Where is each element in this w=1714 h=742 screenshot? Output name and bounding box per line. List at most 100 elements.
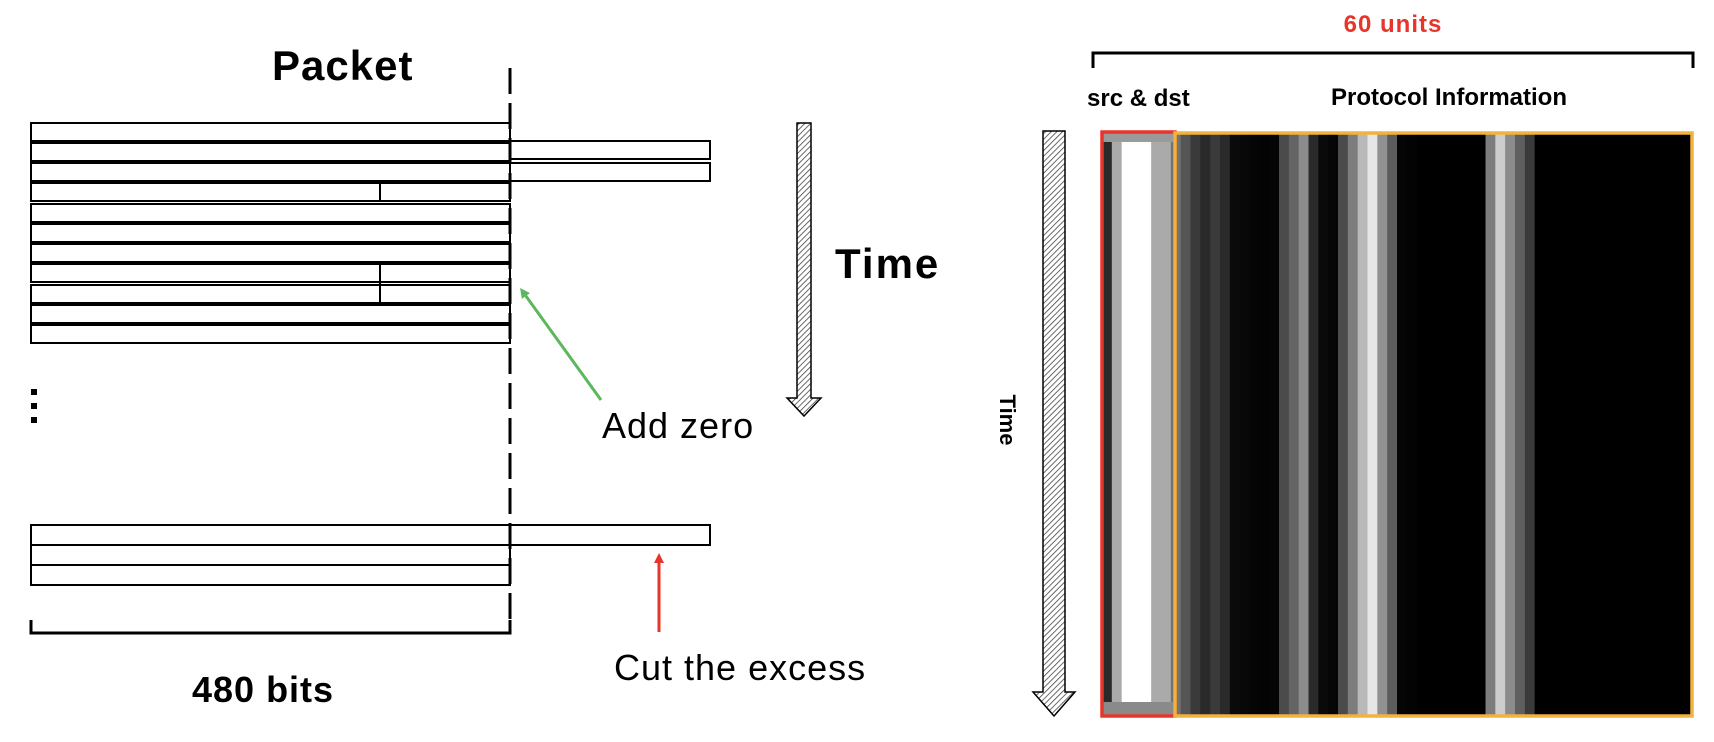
heatmap-column: [1279, 132, 1290, 716]
heatmap-column: [1220, 132, 1231, 716]
heatmap-column: [1642, 132, 1654, 716]
heatmap-column: [1288, 132, 1300, 716]
heatmap-column: [1652, 132, 1664, 716]
excess-segment: [509, 162, 711, 182]
heatmap-column: [1229, 132, 1241, 716]
heatmap-column: [1485, 132, 1496, 716]
heatmap-column: [1210, 132, 1221, 716]
heatmap-column: [1161, 132, 1172, 716]
heatmap-column: [1397, 132, 1408, 716]
heatmap-column: [1406, 132, 1418, 716]
heatmap-column: [1131, 132, 1142, 716]
heatmap-column: [1141, 132, 1152, 716]
protocol-region-box: [1173, 131, 1694, 718]
cut-excess-label: Cut the excess: [614, 647, 866, 688]
heatmap-column: [1672, 132, 1683, 716]
heatmap-column: [1583, 132, 1595, 716]
time-arrow-vertical-icon: [1031, 130, 1077, 718]
heatmap-footer-band: [1102, 702, 1175, 716]
packet-row: [30, 324, 511, 344]
excess-segment: [509, 524, 711, 546]
heatmap-column: [1200, 132, 1211, 716]
packet-row: [30, 162, 511, 182]
left-panel: Packet: [29, 42, 940, 710]
heatmap-column: [1426, 132, 1437, 716]
packet-heatmap: [1102, 132, 1693, 716]
heatmap-column: [1259, 132, 1270, 716]
excess-segment: [509, 140, 711, 160]
heatmap-column: [1180, 132, 1192, 716]
heatmap-column: [1151, 132, 1162, 716]
heatmap-column: [1574, 132, 1585, 716]
heatmap-column: [1102, 132, 1113, 716]
heatmap-column: [1554, 132, 1565, 716]
heatmap-column: [1416, 132, 1428, 716]
heatmap-column: [1603, 132, 1614, 716]
heatmap-column: [1524, 132, 1536, 716]
protocol-info-label: Protocol Information: [1331, 84, 1567, 111]
ellipsis-icon: [31, 389, 37, 423]
packet-row: [30, 564, 511, 586]
add-zero-arrow: [520, 287, 603, 401]
heatmap-column: [1593, 132, 1605, 716]
time-label-vertical: Time: [995, 395, 1020, 446]
packet-rows-bottom: [30, 524, 711, 586]
packet-rows-top: [30, 122, 511, 344]
heatmap-column: [1318, 132, 1329, 716]
heatmap-column: [1357, 132, 1369, 716]
heatmap-column: [1111, 132, 1123, 716]
packet-row: [30, 142, 511, 162]
heatmap-column: [1623, 132, 1634, 716]
units-label: 60 units: [1344, 11, 1443, 38]
src-dst-label: src & dst: [1087, 85, 1190, 112]
heatmap-column: [1534, 132, 1546, 716]
units-bracket: [1091, 51, 1695, 68]
time-arrow-icon: [785, 122, 823, 418]
heatmap-column: [1387, 132, 1398, 716]
heatmap-column: [1544, 132, 1555, 716]
heatmap-column: [1239, 132, 1251, 716]
bits-bracket: [29, 620, 512, 635]
packet-row: [30, 544, 511, 566]
heatmap-column: [1505, 132, 1516, 716]
time-label: Time: [835, 240, 940, 287]
heatmap-column: [1515, 132, 1526, 716]
heatmap-column: [1347, 132, 1359, 716]
packet-row: [30, 263, 511, 283]
right-panel: 60 units src & dst Protocol Information …: [995, 11, 1695, 718]
heatmap-column: [1190, 132, 1201, 716]
heatmap-column: [1367, 132, 1378, 716]
heatmap-column: [1613, 132, 1624, 716]
heatmap-column: [1564, 132, 1575, 716]
heatmap-column: [1682, 132, 1693, 716]
packet-title: Packet: [272, 42, 413, 89]
heatmap-column: [1456, 132, 1467, 716]
packet-row: [30, 122, 511, 142]
packet-row: [30, 203, 511, 223]
heatmap-column: [1328, 132, 1339, 716]
heatmap-column: [1249, 132, 1260, 716]
heatmap-column: [1308, 132, 1319, 716]
heatmap-column: [1269, 132, 1280, 716]
heatmap-column: [1338, 132, 1349, 716]
heatmap-column: [1475, 132, 1487, 716]
packet-row: [30, 524, 511, 546]
packet-row: [30, 284, 511, 304]
packet-row: [30, 182, 511, 202]
heatmap-column: [1436, 132, 1447, 716]
heatmap-column: [1465, 132, 1477, 716]
heatmap-column: [1495, 132, 1506, 716]
add-zero-label: Add zero: [602, 405, 754, 446]
heatmap-column: [1633, 132, 1644, 716]
packet-row: [30, 223, 511, 243]
heatmap-column: [1298, 132, 1310, 716]
packet-row: [30, 304, 511, 324]
excess-segments-top: [509, 140, 711, 182]
bits-label: 480 bits: [192, 669, 334, 710]
heatmap-header-band: [1102, 132, 1175, 142]
heatmap-column: [1121, 132, 1133, 716]
packet-row: [30, 243, 511, 263]
heatmap-column: [1446, 132, 1457, 716]
heatmap-column: [1377, 132, 1388, 716]
